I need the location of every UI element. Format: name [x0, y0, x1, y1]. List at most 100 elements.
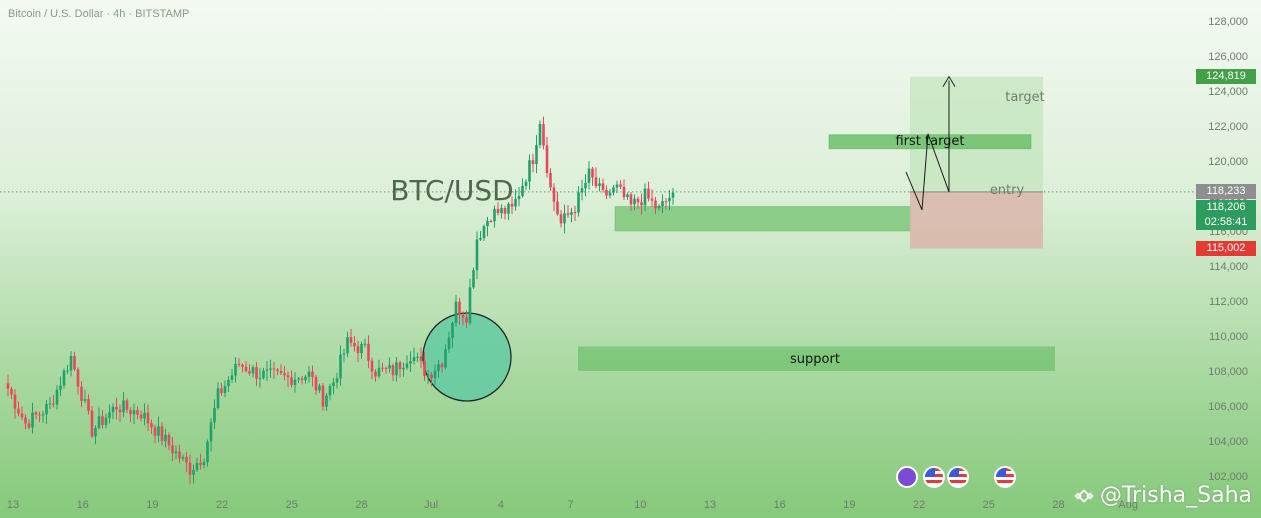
candle-body: [423, 360, 426, 376]
us-flag-icon[interactable]: [994, 466, 1016, 488]
price-tick-label: 104,000: [1208, 436, 1248, 448]
date-tick-label: 25: [983, 499, 995, 511]
candle-body: [573, 212, 577, 214]
candle-body: [594, 177, 598, 187]
candle-body: [129, 409, 132, 415]
candle-body: [664, 201, 668, 203]
candle-body: [41, 414, 45, 416]
candle-body: [671, 192, 675, 198]
candle-body: [654, 200, 657, 209]
candle-body: [395, 362, 398, 376]
candle-body: [524, 181, 528, 186]
candle-body: [622, 186, 626, 198]
candle-body: [629, 194, 633, 205]
candle-body: [391, 365, 395, 376]
candle-body: [314, 376, 318, 391]
candle-body: [104, 417, 108, 425]
candle-body: [108, 412, 111, 418]
candle-body: [59, 385, 62, 390]
candle-body: [335, 378, 339, 383]
candle-body: [426, 374, 430, 376]
candle-body: [447, 337, 451, 350]
candle-body: [650, 198, 654, 201]
candle-body: [311, 371, 314, 377]
current-price-tag: 118,233: [1196, 184, 1256, 200]
candle-body: [192, 469, 195, 475]
candle-body: [321, 385, 325, 407]
candle-body: [451, 323, 454, 338]
candle-body: [608, 192, 612, 196]
price-axis: 128,000126,000124,000122,000120,000118,0…: [1208, 16, 1248, 483]
candle-body: [531, 160, 535, 165]
candle-body: [661, 201, 664, 207]
candle-body: [13, 394, 17, 409]
candle-body: [626, 194, 629, 198]
candle-body: [237, 363, 241, 365]
candle-body: [444, 349, 447, 368]
candle-body: [90, 410, 94, 437]
candle-body: [255, 367, 258, 379]
candle-body: [307, 371, 311, 377]
candle-body: [258, 378, 262, 380]
projection-path: [905, 80, 950, 211]
date-tick-label: 28: [355, 499, 367, 511]
candle-body: [293, 379, 297, 385]
candle-body: [27, 423, 31, 428]
price-tick-label: 122,000: [1208, 121, 1248, 133]
candle-body: [209, 422, 213, 442]
candle-body: [76, 369, 80, 387]
candle-body: [136, 410, 139, 415]
candle-body: [272, 368, 276, 370]
candle-body: [34, 412, 38, 415]
watermark: @Trisha_Saha: [1074, 483, 1252, 508]
candle-body: [202, 462, 206, 465]
candle-body: [69, 356, 73, 371]
candle-body: [118, 409, 122, 413]
zones-layer: [0, 76, 1196, 402]
date-tick-label: 19: [843, 499, 855, 511]
candle-body: [122, 400, 125, 413]
support-label: support: [790, 352, 840, 367]
candle-body: [412, 357, 416, 362]
candle-body: [475, 239, 479, 271]
overlay-layer: BTC/USD support first target target entry: [390, 75, 1045, 367]
price-tick-label: 128,000: [1208, 16, 1248, 28]
event-icon[interactable]: [896, 466, 918, 488]
candle-body: [563, 213, 566, 224]
support-zone: [578, 346, 1055, 371]
candle-body: [542, 123, 545, 146]
candle-body: [283, 373, 286, 376]
date-tick-label: 13: [704, 499, 716, 511]
candle-body: [377, 367, 381, 377]
symbol-header: Bitcoin / U.S. Dollar · 4h · BITSTAMP: [8, 8, 190, 20]
candle-body: [300, 378, 304, 381]
candle-body: [31, 412, 34, 428]
candle-body: [552, 187, 556, 202]
candle-body: [234, 363, 237, 376]
candle-body: [146, 412, 150, 424]
candle-body: [62, 370, 66, 386]
candle-body: [647, 188, 650, 199]
candle-body: [206, 441, 209, 463]
candle-body: [636, 198, 640, 203]
candle-body: [52, 403, 55, 405]
candle-body: [370, 360, 374, 372]
candle-body: [73, 356, 76, 370]
us-flag-icon[interactable]: [947, 466, 969, 488]
candle-body: [139, 414, 143, 419]
candle-body: [598, 183, 601, 187]
date-tick-label: 16: [774, 499, 786, 511]
candle-body: [174, 451, 178, 454]
candle-body: [580, 188, 584, 193]
candle-body: [325, 395, 328, 407]
stop-zone: [910, 191, 1043, 249]
candle-body: [125, 400, 129, 410]
candle-body: [388, 365, 391, 369]
date-tick-label: 13: [7, 499, 19, 511]
candle-body: [290, 377, 293, 385]
candle-body: [521, 185, 524, 197]
candle-body: [304, 376, 307, 381]
us-flag-icon[interactable]: [923, 466, 945, 488]
